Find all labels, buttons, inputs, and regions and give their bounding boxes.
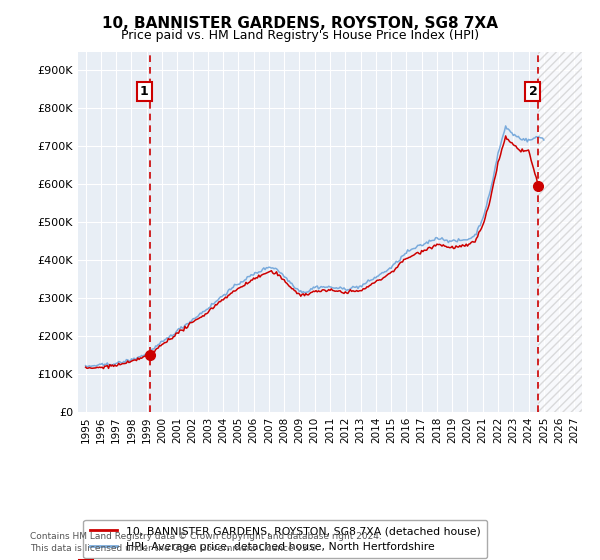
Text: Price paid vs. HM Land Registry's House Price Index (HPI): Price paid vs. HM Land Registry's House … (121, 29, 479, 42)
Text: 1: 1 (140, 85, 149, 98)
Legend: 10, BANNISTER GARDENS, ROYSTON, SG8 7XA (detached house), HPI: Average price, de: 10, BANNISTER GARDENS, ROYSTON, SG8 7XA … (83, 520, 487, 558)
Text: 10, BANNISTER GARDENS, ROYSTON, SG8 7XA: 10, BANNISTER GARDENS, ROYSTON, SG8 7XA (102, 16, 498, 31)
Text: Contains HM Land Registry data © Crown copyright and database right 2024.
This d: Contains HM Land Registry data © Crown c… (30, 533, 382, 553)
Text: 2: 2 (529, 85, 538, 98)
Bar (538, 52, 582, 412)
